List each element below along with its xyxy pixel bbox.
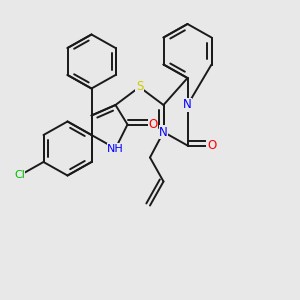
Text: N: N	[159, 125, 168, 139]
Text: O: O	[148, 118, 158, 131]
Text: Cl: Cl	[14, 170, 25, 181]
Text: N: N	[183, 98, 192, 112]
Text: NH: NH	[107, 143, 124, 154]
Text: O: O	[207, 139, 216, 152]
Text: S: S	[136, 80, 143, 94]
